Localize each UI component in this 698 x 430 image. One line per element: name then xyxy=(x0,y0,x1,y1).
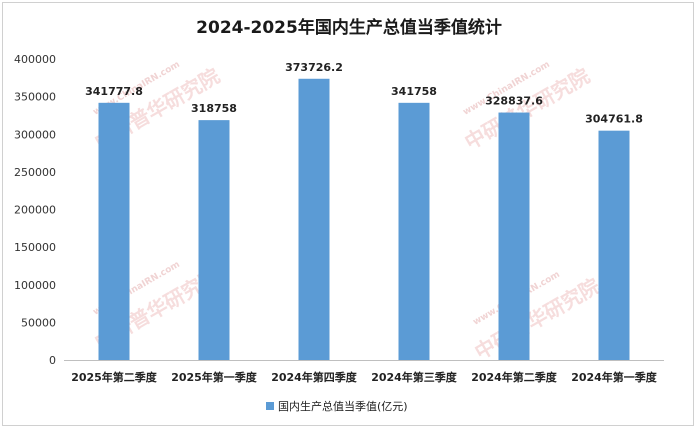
y-tick-label: 300000 xyxy=(14,128,56,141)
bar xyxy=(198,120,230,360)
data-label: 341777.8 xyxy=(85,85,143,98)
chart-title: 2024-2025年国内生产总值当季值统计 xyxy=(196,17,502,38)
y-tick-label: 400000 xyxy=(14,53,56,66)
bar-series: 341777.8 318758 373726.2 341758 328837.6 3047… xyxy=(85,61,643,361)
y-tick-label: 150000 xyxy=(14,241,56,254)
legend-swatch xyxy=(266,402,274,410)
x-tick-label: 2025年第一季度 xyxy=(171,370,258,384)
data-label: 341758 xyxy=(391,85,437,98)
data-label: 304761.8 xyxy=(585,113,643,126)
y-tick-label: 250000 xyxy=(14,166,56,179)
bar xyxy=(98,102,130,361)
legend-label: 国内生产总值当季值(亿元) xyxy=(278,399,408,413)
data-label: 318758 xyxy=(191,102,237,115)
data-label: 328837.6 xyxy=(485,95,543,108)
bar xyxy=(598,130,630,360)
bar xyxy=(398,102,430,361)
y-tick-label: 350000 xyxy=(14,91,56,104)
x-tick-label: 2024年第二季度 xyxy=(471,370,558,384)
x-tick-label: 2024年第四季度 xyxy=(271,370,358,384)
x-tick-label: 2024年第一季度 xyxy=(571,370,658,384)
y-tick-label: 0 xyxy=(49,354,56,367)
x-tick-label: 2024年第三季度 xyxy=(371,370,458,384)
bar xyxy=(298,78,330,361)
y-axis: 0 50000 100000 150000 200000 250000 300000 3500… xyxy=(14,53,56,367)
data-label: 373726.2 xyxy=(285,61,343,74)
x-axis: 2025年第二季度 2025年第一季度 2024年第四季度 2024年第三季度 2024… xyxy=(64,360,664,384)
y-tick-label: 100000 xyxy=(14,279,56,292)
legend: 国内生产总值当季值(亿元) xyxy=(266,399,408,413)
x-tick-label: 2025年第二季度 xyxy=(71,370,158,384)
y-tick-label: 200000 xyxy=(14,204,56,217)
y-tick-label: 50000 xyxy=(21,316,56,329)
bar xyxy=(498,112,530,360)
